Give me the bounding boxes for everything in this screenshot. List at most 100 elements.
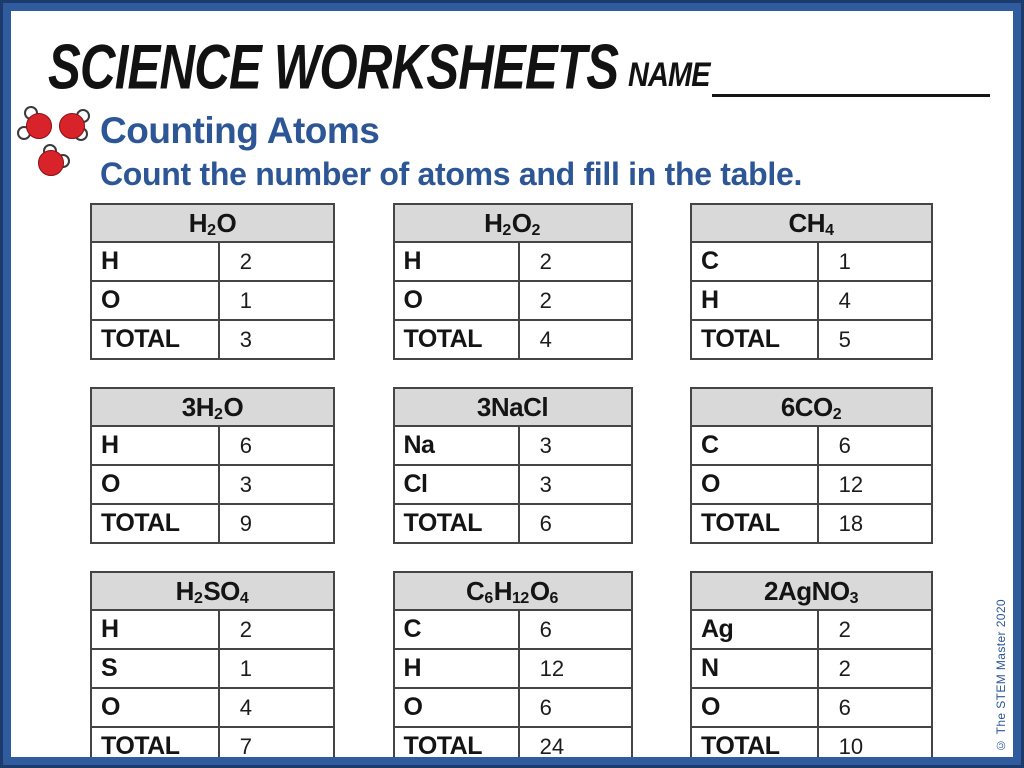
formula-text: O [511,207,532,238]
formula-header: C 6 H 12 O 6 [394,573,631,611]
total-label-cell: TOTAL [92,505,220,542]
element-cell: O [92,689,220,726]
element-row: O 12 [692,466,931,505]
total-row: TOTAL 9 [92,505,333,542]
count-cell: 6 [539,694,552,720]
oxygen-atom-icon [38,150,64,176]
formula-text: H [484,207,503,238]
formula-subscript: 2 [531,222,541,239]
oxygen-atom-icon [26,113,52,139]
formula-subscript: 6 [484,590,493,607]
total-label-cell: TOTAL [92,728,220,765]
element-cell: H [92,611,220,648]
element-cell: Na [395,427,520,464]
formula-text: O [529,575,550,606]
atom-table-h2so4: H 2 SO 4 H 2 S 1 O 4 TOTAL 7 [90,571,335,767]
element-cell: H [395,243,520,280]
formula-header: H 2 SO 4 [92,573,333,611]
count-cell: 4 [838,287,851,313]
element-row: Cl 3 [394,466,631,505]
count-cell: 7 [239,733,252,759]
formula-text: 6CO [780,391,833,422]
worksheet-instruction: Count the number of atoms and fill in th… [100,156,803,192]
count-cell: 3 [539,432,552,458]
name-blank-line [712,66,990,97]
formula-header: 3H 2 O [92,389,333,427]
total-label-cell: TOTAL [692,728,819,765]
total-row: TOTAL 24 [395,728,631,765]
element-cell: C [692,243,819,280]
count-cell: 5 [838,326,851,352]
copyright-note: © The STEM Master 2020 [994,598,1008,752]
element-cell: O [92,282,220,319]
count-cell: 6 [539,616,552,642]
count-cell: 3 [239,326,252,352]
element-cell: C [692,427,819,464]
formula-text: C [466,575,485,606]
element-cell: H [395,650,520,687]
element-cell: O [395,689,520,726]
total-row: TOTAL 6 [395,505,631,542]
count-cell: 6 [838,694,851,720]
water-molecules-graphic [14,104,109,194]
atom-table-6co2: 6CO 2 C 6 O 12 TOTAL 18 [690,387,933,544]
count-cell: 10 [838,733,864,759]
total-label-cell: TOTAL [395,505,520,542]
atom-table-h2o: H 2 O H 2 O 1 TOTAL 3 [90,203,335,360]
total-row: TOTAL 4 [395,321,631,358]
count-cell: 6 [838,432,851,458]
total-label-cell: TOTAL [92,321,220,358]
formula-text: 2AgNO [763,575,850,606]
formula-subscript: 4 [239,590,249,607]
count-cell: 6 [239,432,252,458]
element-cell: O [92,466,220,503]
count-cell: 1 [239,287,252,313]
count-cell: 2 [838,655,851,681]
count-cell: 2 [239,616,252,642]
formula-subscript: 2 [214,406,223,423]
element-cell: O [395,282,520,319]
total-row: TOTAL 3 [92,321,333,358]
count-cell: 1 [838,248,851,274]
formula-header: 6CO 2 [692,389,931,427]
worksheet-title: Counting Atoms [100,110,380,151]
element-row: Na 3 [394,427,631,466]
name-label: NAME [628,56,711,94]
total-label-cell: TOTAL [395,321,520,358]
formula-text: SO [203,575,240,606]
count-cell: 4 [239,694,252,720]
formula-text: 3NaCl [476,391,549,422]
element-cell: O [692,689,819,726]
element-row: H 12 [394,650,631,689]
atom-table-h2o2: H 2 O 2 H 2 O 2 TOTAL 4 [392,203,633,360]
count-cell: 2 [838,616,851,642]
formula-text: CH [788,207,826,238]
brand-title: SCIENCE WORKSHEETS [48,31,619,103]
element-cell: H [92,427,220,464]
total-row: TOTAL 7 [92,728,333,765]
element-cell: Ag [692,611,819,648]
count-cell: 9 [239,510,252,536]
element-cell: N [692,650,819,687]
formula-subscript: 2 [502,222,511,239]
formula-subscript: 2 [193,590,203,607]
total-row: TOTAL 10 [692,728,931,765]
count-cell: 24 [539,733,565,759]
tables-grid: H 2 O H 2 O 1 TOTAL 3 H 2 O 2 H 2 O 2 TOTAL 4 CH 4 C 1 H 4 TOTAL 5… [90,203,933,767]
formula-text: O [216,207,237,238]
count-cell: 1 [239,655,252,681]
